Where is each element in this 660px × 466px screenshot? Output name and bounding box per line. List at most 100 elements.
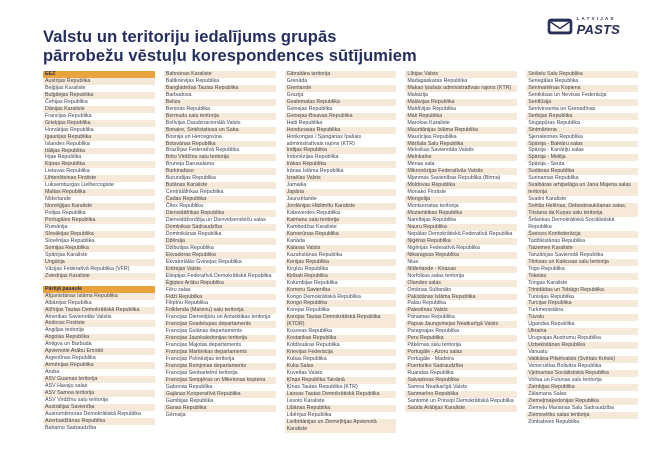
country-item: Kenijas Republika (284, 258, 397, 266)
country-item: Portugāle - Madeira (407, 356, 454, 363)
country-item: Gruzija (286, 91, 304, 98)
country-item: Singapūras Republika (528, 119, 581, 126)
country-item: ASV Havaju salas (45, 383, 88, 390)
country-column-3: Gibraltāra teritorija Grenāda Grenlande Gru… (284, 71, 397, 433)
country-item: Francijas Senbartelmī teritorija (165, 369, 238, 376)
country-item: Komoru Savienība (284, 286, 397, 294)
country-item: Indonēzijas Republika (286, 154, 339, 161)
country-item: Beļģijas Karaliste (45, 84, 86, 91)
country-item: Palau Republika (407, 300, 446, 307)
country-item: Etiopijas Federatīvā Demokrātiskā Republ… (165, 272, 272, 279)
country-item: Nigērijas Federatīvā Republika (407, 244, 480, 251)
country-item: Gvinejas Republika (286, 105, 333, 112)
country-item: Pakistānas Islāma Republika (405, 293, 518, 301)
country-item: Lielbritānijas un Ziemeļīrijas Apvienotā… (284, 418, 397, 433)
country-item: Francijas Martinikas departaments (163, 349, 276, 357)
country-item: Paragvajas Republika (407, 328, 459, 335)
country-item: Tanzānijas Savienotā Republika (528, 251, 604, 258)
country-item: Itālijas Republika (43, 147, 155, 155)
country-item: Kotdivuāras Republika (286, 342, 340, 349)
country-item: Kipras Republika (43, 161, 155, 169)
country-column-4: Lībijas Valsts Madagaskaras Republika Maka… (405, 71, 518, 412)
country-item: Luksemburgas Lielhercogiste (45, 182, 114, 189)
country-item: Sentvinsenta un Grenadīnas (528, 105, 596, 112)
country-item: Ķīnas Tautas Republika (KTR) (286, 383, 358, 390)
country-item: Togo Republika (528, 265, 565, 272)
country-item: Bulgārijas Republika (43, 91, 155, 99)
country-item: Hondurasas Republika (284, 126, 397, 134)
country-item: Nepālas Demokrātiskā Federatīvā Republik… (407, 230, 513, 237)
country-item: Grieķijas Republika (43, 119, 155, 127)
country-item: Ķīnas Republika Taivānā (284, 376, 397, 384)
country-item: Mongolija (405, 196, 518, 204)
country-item: Meksikas Savienotās Valstis (407, 147, 474, 154)
country-item: Albānijas Republika (45, 299, 92, 306)
country-item: Urugvajas Austrumu Republika (528, 335, 601, 342)
country-item: Portugāle - Azoru salas (405, 349, 518, 357)
country-item: Ukraina (526, 328, 638, 336)
country-item: Haiti Republika (286, 119, 323, 126)
country-item: Šrilankas Demokrātiskā Sociālistiskā Rep… (528, 217, 615, 230)
country-item: Gērnsija (165, 411, 186, 418)
country-item: Angolas Republika (43, 334, 155, 342)
country-item: Monako Firstiste (407, 189, 447, 196)
country-item: Bolīvijas Daudznacionālā Valsts (165, 119, 241, 126)
country-item: Barbadosa (165, 91, 192, 98)
country-item: Svalbāras arhipelāga un Jana Majena sala… (526, 182, 638, 197)
country-item: Rumānija (45, 224, 68, 231)
country-item: Alžīrijas Tautas Demokrātiskā Republika (43, 306, 155, 314)
country-item: Francijas Gviānas departaments (165, 328, 243, 335)
country-item: Francijas Majotas departaments (165, 342, 242, 349)
country-item: Fēru salas (165, 286, 191, 293)
country-item: Baltkrievijas Republika (165, 77, 220, 84)
country-item: Kambodžas Karaliste (286, 223, 337, 230)
country-item: Turcijas Republika (526, 300, 638, 308)
country-item: Kataras Valsts (284, 244, 397, 252)
country-item: Francijas Jaunkaledonijas teritorija (163, 335, 276, 343)
country-item: Indijas Republika (284, 147, 397, 155)
country-item: Malāvijas Republika (405, 98, 518, 106)
country-item: Francijas Polinēzijas teritorija (165, 356, 235, 363)
country-item: Ekvatoriālās Gvinejas Republika (165, 258, 242, 265)
country-item: Dominikānas Republika (165, 230, 222, 237)
country-item: Čehijas Republika (45, 98, 88, 105)
country-item: Kamerūnas Republika (284, 230, 397, 238)
country-item: Vjetnamas Sociālistiskā Republika (526, 369, 638, 377)
country-item: Izraēlas Valsts (284, 175, 397, 183)
country-item: Francijas Reinjonas departaments (163, 363, 276, 370)
country-item: Zviedrijas Karaliste (43, 272, 155, 280)
country-item: Vācijas Federatīvā Republika (VFR) (45, 265, 130, 272)
country-item: Trinidādas un Tobāgo Republika (526, 286, 638, 294)
country-item: Kirgīzu Republika (286, 265, 329, 272)
country-item: Maltas Republika (43, 189, 155, 197)
country-item: Madagaskaras Republika (407, 77, 468, 84)
country-item: Portugāles Republika (43, 217, 155, 225)
country-item: Svatini Karaliste (528, 196, 567, 203)
country-item: Seišelu Salu Republika (526, 71, 638, 78)
country-item: Zambijas Republika (526, 383, 638, 391)
country-item: Puertoriko Sadraudzība (405, 363, 518, 370)
country-item: Apvienotie Arābu Emirāti (43, 348, 155, 356)
country-item: Kosovas Republika (286, 328, 332, 335)
country-item: Botsvānas Republika (163, 140, 276, 148)
country-item: Beninas Republika (165, 105, 210, 112)
country-item: Ugandas Republika (528, 321, 575, 328)
country-item: Norvēģijas Karaliste (43, 203, 155, 211)
country-item: Vanuatu (528, 349, 548, 356)
country-item: Fidži Republika (163, 293, 276, 301)
country-item: Ruandas Republika (407, 369, 454, 376)
country-column-5: Seišelu Salu Republika Senegālas Republik… (526, 71, 638, 426)
country-item: Ganas Republika (163, 404, 276, 412)
logo-text-pasts: PASTS (576, 21, 620, 37)
country-item: Turkmenistāna (528, 307, 564, 314)
country-item: Lesoto Karaliste (286, 397, 325, 404)
country-item: Dienviddžordžija un Dienvidsendviču sala… (165, 217, 266, 224)
country-item: Maldīvijas Republika (407, 105, 456, 112)
country-item: Senmartēnas Kopiena (526, 84, 638, 92)
country-item: Gvatemalas Republika (284, 98, 397, 106)
country-item: Angiljas teritorija (45, 327, 84, 334)
logo-wordmark: LATVIJAS PASTS (576, 16, 620, 37)
country-item: Jamaika (286, 182, 307, 189)
country-item: Austrālijas Savienība (43, 403, 155, 411)
